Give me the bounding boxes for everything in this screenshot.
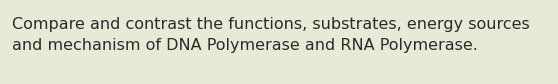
Text: Compare and contrast the functions, substrates, energy sources
and mechanism of : Compare and contrast the functions, subs… <box>12 17 530 53</box>
